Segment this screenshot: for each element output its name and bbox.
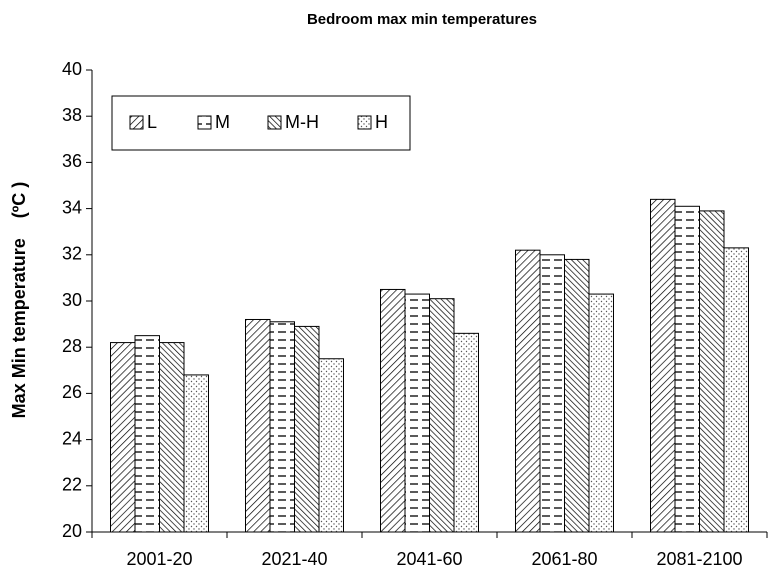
- bar: [723, 247, 749, 533]
- y-tick-label: 30: [62, 290, 82, 310]
- x-tick-label: 2001-20: [126, 549, 192, 569]
- y-tick-label: 26: [62, 382, 82, 402]
- x-tick-label: 2081-2100: [656, 549, 742, 569]
- y-tick-label: 40: [62, 59, 82, 79]
- legend-label: M-H: [285, 112, 319, 132]
- bar: [110, 342, 136, 533]
- bar: [588, 293, 614, 533]
- y-tick-label: 24: [62, 428, 82, 448]
- legend-swatch: [129, 115, 144, 130]
- bar: [429, 298, 455, 533]
- bar: [318, 358, 344, 533]
- x-tick-label: 2061-80: [531, 549, 597, 569]
- chart-title: Bedroom max min temperatures: [307, 11, 537, 28]
- x-tick-label: 2021-40: [261, 549, 327, 569]
- legend-swatch: [357, 115, 372, 130]
- legend-label: H: [375, 112, 388, 132]
- legend-label: M: [215, 112, 230, 132]
- y-axis-label: Max Min temperature (ºC ): [9, 182, 29, 419]
- bar: [380, 288, 406, 533]
- bar: [699, 210, 725, 533]
- bar: [515, 249, 541, 533]
- y-tick-label: 20: [62, 521, 82, 541]
- bar: [159, 342, 185, 533]
- y-tick-label: 22: [62, 475, 82, 495]
- legend-swatch: [197, 115, 212, 130]
- legend-swatch: [267, 115, 282, 130]
- bar: [269, 321, 295, 533]
- y-tick-label: 34: [62, 197, 82, 217]
- legend-label: L: [147, 112, 157, 132]
- y-tick-label: 32: [62, 244, 82, 264]
- y-tick-label: 28: [62, 336, 82, 356]
- bar: [674, 205, 700, 533]
- bar: [453, 332, 479, 533]
- bar: [134, 335, 160, 533]
- bar: [539, 254, 565, 533]
- bar: [564, 258, 590, 533]
- y-tick-label: 36: [62, 151, 82, 171]
- bar: [183, 374, 209, 533]
- bar: [294, 325, 320, 533]
- y-tick-label: 38: [62, 105, 82, 125]
- bar: [650, 198, 676, 533]
- bar: [404, 293, 430, 533]
- bar: [245, 318, 271, 533]
- x-tick-label: 2041-60: [396, 549, 462, 569]
